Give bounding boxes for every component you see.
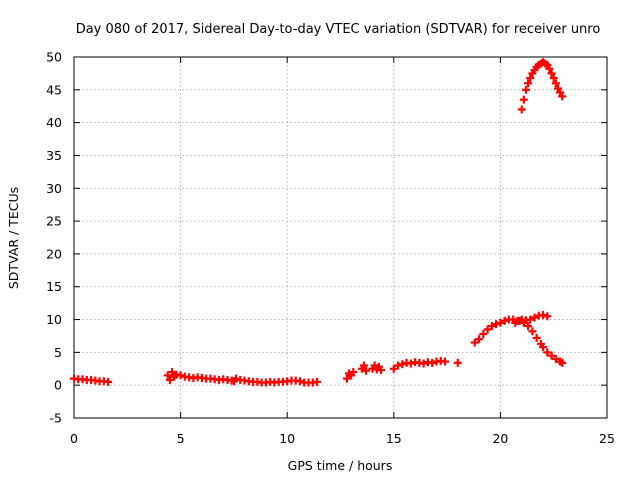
x-tick-label: 5 (177, 431, 185, 446)
data-point (515, 316, 524, 325)
data-point (487, 322, 496, 331)
y-tick-label: 5 (54, 345, 62, 360)
data-point (492, 320, 501, 329)
data-point (539, 310, 548, 319)
data-point (547, 69, 556, 78)
data-point (524, 322, 533, 331)
data-point (163, 371, 172, 380)
data-point (475, 335, 484, 344)
plot-border (73, 56, 608, 419)
x-tick-label: 20 (492, 431, 508, 446)
data-point (359, 361, 368, 370)
data-point (517, 105, 526, 114)
tick-layer: 0 5 10 15 20 25 -5 0 5 10 15 20 25 30 35 40 45 50 (46, 50, 615, 447)
y-tick-label: 20 (46, 246, 62, 261)
y-tick-label: 45 (46, 82, 62, 97)
data-point (547, 351, 556, 360)
data-point (532, 333, 541, 342)
data-point (551, 354, 560, 363)
y-tick-label: 10 (46, 312, 62, 327)
data-point (165, 375, 174, 384)
chart-title: Day 080 of 2017, Sidereal Day-to-day VTE… (76, 22, 601, 37)
data-point (389, 364, 398, 373)
y-tick-label: 15 (46, 279, 62, 294)
data-point (524, 79, 533, 88)
data-point (530, 313, 539, 322)
data-point (168, 368, 177, 377)
y-axis-label: SDTVAR / TECUs (6, 187, 21, 289)
data-point (496, 318, 505, 327)
y-tick-label: 25 (46, 214, 62, 229)
y-tick-label: 40 (46, 115, 62, 130)
data-point (526, 315, 535, 324)
grid-layer (74, 57, 607, 418)
y-tick-label: 30 (46, 181, 62, 196)
data-points (70, 58, 567, 387)
data-point (526, 74, 535, 83)
data-point (453, 358, 462, 367)
data-point (406, 359, 415, 368)
data-point (479, 329, 488, 338)
data-point (313, 377, 322, 386)
x-axis-label: GPS time / hours (288, 458, 393, 473)
x-tick-label: 0 (70, 431, 78, 446)
data-point (519, 95, 528, 104)
data-point (232, 374, 241, 383)
data-point (349, 368, 358, 377)
data-point (483, 325, 492, 334)
y-tick-label: -5 (50, 411, 62, 426)
data-point (543, 312, 552, 321)
data-point (528, 327, 537, 336)
data-point (428, 358, 437, 367)
y-tick-label: 50 (46, 50, 62, 65)
data-point (511, 318, 520, 327)
data-point (419, 359, 428, 368)
data-point (394, 361, 403, 370)
x-tick-label: 25 (599, 431, 615, 446)
data-point (551, 79, 560, 88)
data-point (342, 374, 351, 383)
data-point (558, 358, 567, 367)
data-point (549, 74, 558, 83)
data-point (539, 343, 548, 352)
y-tick-label: 35 (46, 148, 62, 163)
data-point (295, 377, 304, 386)
data-point (519, 318, 528, 327)
plot-frame (73, 56, 608, 419)
data-point (362, 366, 371, 375)
data-point (543, 348, 552, 357)
data-point (104, 377, 113, 386)
x-tick-label: 10 (279, 431, 295, 446)
data-point (440, 357, 449, 366)
x-tick-label: 15 (386, 431, 402, 446)
data-point (545, 64, 554, 73)
data-point (398, 360, 407, 369)
data-point (558, 92, 567, 101)
data-point (521, 85, 530, 94)
data-point (377, 366, 386, 375)
y-tick-label: 0 (54, 378, 62, 393)
data-point (470, 338, 479, 347)
data-point (176, 371, 185, 380)
data-point (500, 316, 509, 325)
